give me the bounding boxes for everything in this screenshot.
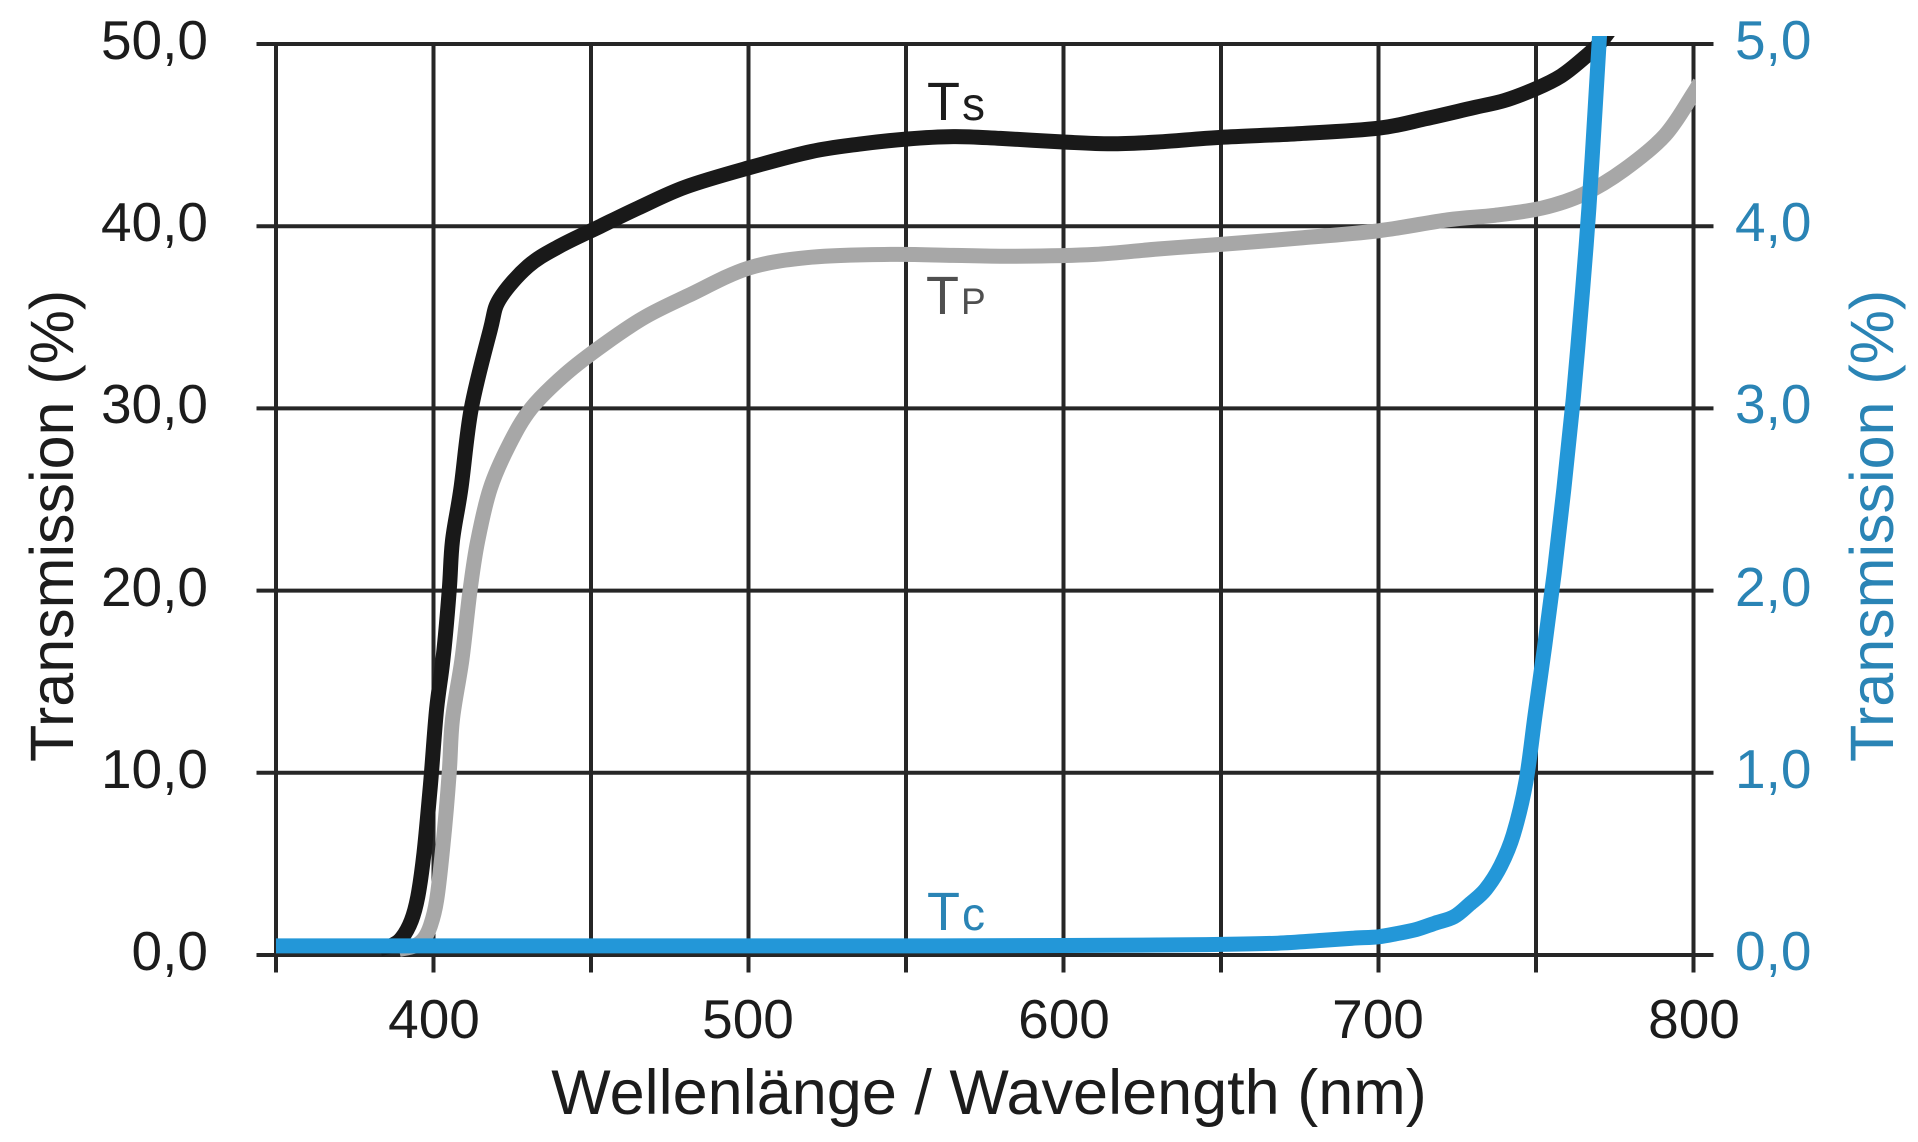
svg-text:c: c: [962, 888, 985, 940]
svg-text:T: T: [927, 72, 960, 132]
svg-text:P: P: [961, 281, 986, 322]
svg-text:5,0: 5,0: [1735, 9, 1811, 71]
svg-text:T: T: [926, 266, 959, 326]
svg-text:50,0: 50,0: [101, 9, 208, 71]
svg-text:3,0: 3,0: [1735, 373, 1811, 435]
svg-text:600: 600: [1018, 988, 1110, 1050]
svg-text:Wellenlänge / Wavelength (nm): Wellenlänge / Wavelength (nm): [551, 1058, 1426, 1128]
svg-text:700: 700: [1332, 988, 1424, 1050]
svg-text:Transmission (%): Transmission (%): [18, 290, 86, 762]
svg-text:s: s: [962, 78, 985, 130]
svg-text:800: 800: [1648, 988, 1740, 1050]
svg-text:20,0: 20,0: [101, 556, 208, 618]
svg-text:4,0: 4,0: [1735, 191, 1811, 253]
svg-text:40,0: 40,0: [101, 191, 208, 253]
svg-text:10,0: 10,0: [101, 738, 208, 800]
svg-text:500: 500: [702, 988, 794, 1050]
svg-text:30,0: 30,0: [101, 373, 208, 435]
svg-text:400: 400: [388, 988, 480, 1050]
svg-text:2,0: 2,0: [1735, 556, 1811, 618]
svg-text:0,0: 0,0: [1735, 920, 1811, 982]
svg-text:T: T: [927, 882, 960, 942]
svg-text:1,0: 1,0: [1735, 738, 1811, 800]
svg-text:0,0: 0,0: [132, 920, 208, 982]
svg-text:Transmission (%): Transmission (%): [1838, 290, 1906, 762]
